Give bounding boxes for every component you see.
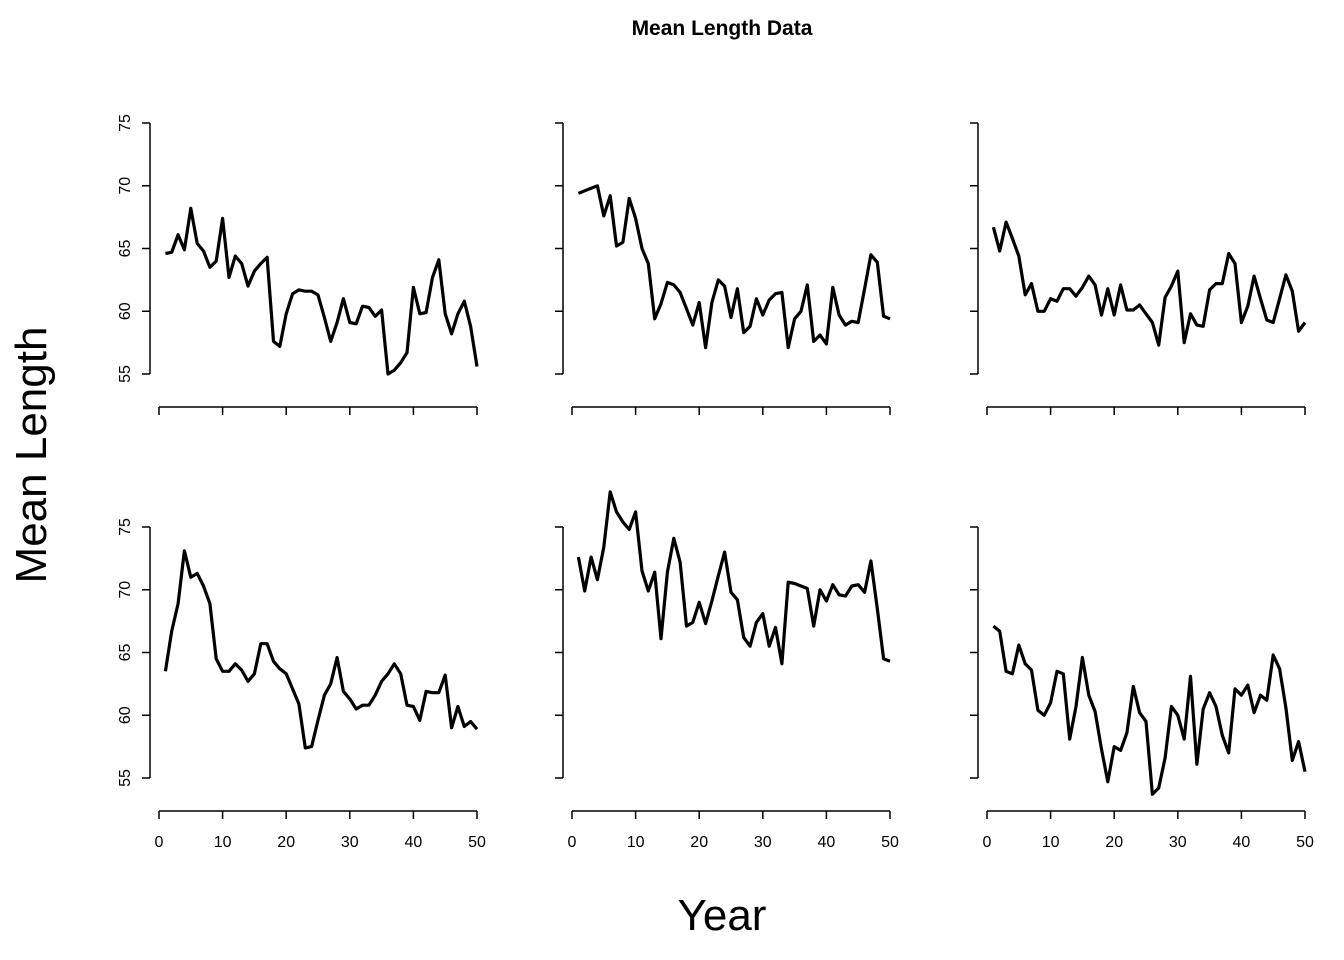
x-tick-label: 40 xyxy=(1233,834,1251,851)
x-axis-label: Year xyxy=(678,891,767,940)
x-tick-label: 30 xyxy=(341,834,359,851)
x-tick-label: 40 xyxy=(818,834,836,851)
x-tick-label: 50 xyxy=(468,834,486,851)
x-tick-label: 0 xyxy=(155,834,164,851)
y-tick-label: 55 xyxy=(117,769,134,787)
series-line xyxy=(992,624,1307,796)
y-axis-label: Mean Length xyxy=(7,327,56,584)
x-tick-label: 0 xyxy=(983,834,992,851)
chart-title: Mean Length Data xyxy=(632,17,813,40)
x-tick-label: 10 xyxy=(627,834,645,851)
y-tick-label: 55 xyxy=(117,365,134,383)
x-tick-label: 10 xyxy=(1042,834,1060,851)
x-tick-label: 10 xyxy=(214,834,232,851)
x-tick-label: 30 xyxy=(754,834,772,851)
series-line xyxy=(576,490,891,666)
x-tick-label: 30 xyxy=(1169,834,1187,851)
series-line xyxy=(577,184,891,350)
panel-2-3: 0 10 20 30 40 50 xyxy=(970,526,1314,851)
x-tick-label: 40 xyxy=(405,834,423,851)
panel-2-2: 0 10 20 30 40 50 xyxy=(555,490,899,851)
panels-group: 55 60 65 70 75 55 60 65 70 75 0 10 20 30 40 50 0 10 20 30 40… xyxy=(117,114,1314,851)
y-tick-label: 60 xyxy=(117,706,134,724)
x-tick-label: 0 xyxy=(568,834,577,851)
series-line xyxy=(165,206,479,376)
x-tick-label: 20 xyxy=(277,834,295,851)
x-tick-label: 50 xyxy=(1296,834,1314,851)
series-line xyxy=(163,549,479,750)
panel-1-1: 55 60 65 70 75 xyxy=(117,114,479,415)
panel-2-1: 55 60 65 70 75 0 10 20 30 40 50 xyxy=(117,518,486,851)
panel-1-2 xyxy=(555,122,891,415)
y-tick-label: 70 xyxy=(117,581,134,599)
panel-1-3 xyxy=(970,122,1307,415)
y-tick-label: 75 xyxy=(117,114,134,132)
y-tick-label: 75 xyxy=(117,518,134,536)
x-tick-label: 20 xyxy=(690,834,708,851)
series-line xyxy=(991,220,1307,347)
y-tick-label: 70 xyxy=(117,177,134,195)
x-tick-label: 50 xyxy=(881,834,899,851)
x-tick-label: 20 xyxy=(1105,834,1123,851)
y-tick-label: 65 xyxy=(117,644,134,662)
y-tick-label: 60 xyxy=(117,302,134,320)
y-tick-label: 65 xyxy=(117,240,134,258)
